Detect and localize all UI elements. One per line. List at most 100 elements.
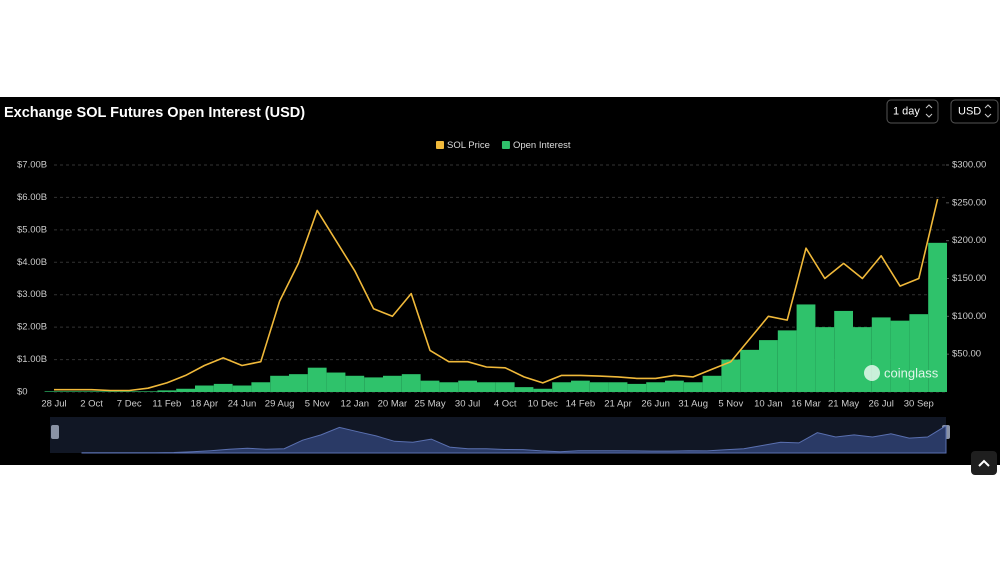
bar: [251, 382, 271, 392]
bar: [890, 320, 910, 392]
select-icon: [925, 104, 933, 118]
bar: [777, 330, 797, 392]
x-tick-label: 30 Jul: [455, 399, 480, 410]
bar: [589, 382, 609, 392]
bar: [495, 382, 515, 392]
legend-label: SOL Price: [447, 140, 490, 151]
bar: [834, 310, 853, 392]
legend-label: Open Interest: [513, 140, 571, 151]
x-tick-label: 11 Feb: [152, 399, 181, 410]
currency-label[interactable]: USD: [958, 105, 981, 117]
bar: [552, 382, 571, 392]
bar: [44, 391, 64, 392]
bar: [439, 382, 459, 392]
bar: [364, 377, 383, 392]
bar: [571, 380, 590, 392]
bar: [853, 327, 872, 392]
bar: [627, 383, 647, 392]
bar: [871, 317, 891, 392]
interval-button[interactable]: [886, 99, 939, 124]
x-tick-label: 14 Feb: [566, 399, 596, 410]
x-tick-label: 29 Aug: [265, 399, 295, 410]
x-tick-label: 24 Jun: [228, 399, 257, 410]
x-tick-label: 21 May: [828, 399, 859, 410]
bar: [401, 374, 421, 392]
y-tick-label: $2.00B: [17, 322, 47, 333]
bar: [420, 380, 440, 392]
x-tick-label: 26 Jun: [641, 399, 670, 410]
bar: [909, 314, 929, 392]
y-tick-label: $5.00B: [17, 224, 47, 235]
interval-label[interactable]: 1 day: [893, 105, 920, 117]
bar: [307, 367, 327, 392]
x-tick-label: 21 Apr: [604, 399, 631, 410]
x-tick-label: 2 Oct: [80, 399, 103, 410]
bar: [101, 391, 120, 392]
x-tick-label: 16 Mar: [791, 399, 821, 410]
y2-tick-label: $50.00: [952, 349, 981, 360]
bar: [63, 391, 83, 392]
select-icon: [984, 104, 992, 118]
bar: [740, 349, 759, 392]
x-tick-label: 4 Oct: [494, 399, 517, 410]
bar: [477, 382, 496, 392]
navigator-handle[interactable]: [51, 425, 59, 439]
bar: [119, 391, 139, 392]
y2-tick-label: $150.00: [952, 273, 986, 284]
x-tick-label: 20 Mar: [378, 399, 408, 410]
bar: [176, 388, 195, 392]
x-tick-label: 10 Jan: [754, 399, 783, 410]
x-tick-label: 30 Sep: [904, 399, 934, 410]
bar: [533, 388, 553, 392]
bar: [759, 340, 778, 392]
bar: [213, 383, 233, 392]
legend-swatch: [501, 141, 510, 149]
chart-panel: [0, 97, 1000, 465]
y-tick-label: $3.00B: [17, 289, 47, 300]
bar: [232, 385, 252, 392]
scroll-top-button[interactable]: [971, 451, 997, 475]
bar: [138, 391, 158, 392]
legend-swatch: [436, 141, 444, 149]
x-tick-label: 7 Dec: [117, 399, 142, 410]
y2-tick-label: $250.00: [952, 197, 986, 208]
bar: [82, 391, 101, 392]
bar: [270, 375, 289, 392]
bar: [345, 375, 365, 392]
bar: [646, 382, 665, 392]
bar: [157, 390, 177, 392]
bar: [289, 374, 308, 392]
y2-tick-label: $100.00: [952, 311, 986, 322]
bar: [928, 242, 947, 392]
navigator-area: [81, 424, 947, 454]
x-tick-label: 18 Apr: [191, 399, 218, 410]
y-tick-label: $6.00B: [17, 192, 47, 203]
bar: [665, 380, 684, 392]
y2-tick-label: $200.00: [952, 235, 986, 246]
bar: [383, 375, 402, 392]
bar: [326, 372, 346, 392]
y-tick-label: $1.00B: [17, 354, 47, 365]
x-tick-label: 26 Jul: [869, 399, 894, 410]
bar: [195, 385, 214, 392]
x-tick-label: 28 Jul: [41, 399, 66, 410]
line: [54, 198, 939, 392]
watermark-icon: [864, 365, 880, 381]
currency-button[interactable]: [950, 99, 999, 124]
bar: [514, 387, 534, 392]
chart-title: Exchange SOL Futures Open Interest (USD): [4, 105, 305, 121]
bar: [721, 359, 741, 392]
bar: [683, 382, 703, 392]
bar: [815, 327, 835, 392]
bar: [702, 375, 722, 392]
x-tick-label: 5 Nov: [305, 399, 330, 410]
x-tick-label: 25 May: [414, 399, 445, 410]
y2-tick-label: $300.00: [952, 160, 986, 171]
scroll-top-icon: [978, 459, 990, 467]
bar: [796, 304, 816, 392]
x-tick-label: 5 Nov: [718, 399, 743, 410]
y-tick-label: $7.00B: [17, 160, 47, 171]
watermark: coinglass: [884, 365, 939, 380]
